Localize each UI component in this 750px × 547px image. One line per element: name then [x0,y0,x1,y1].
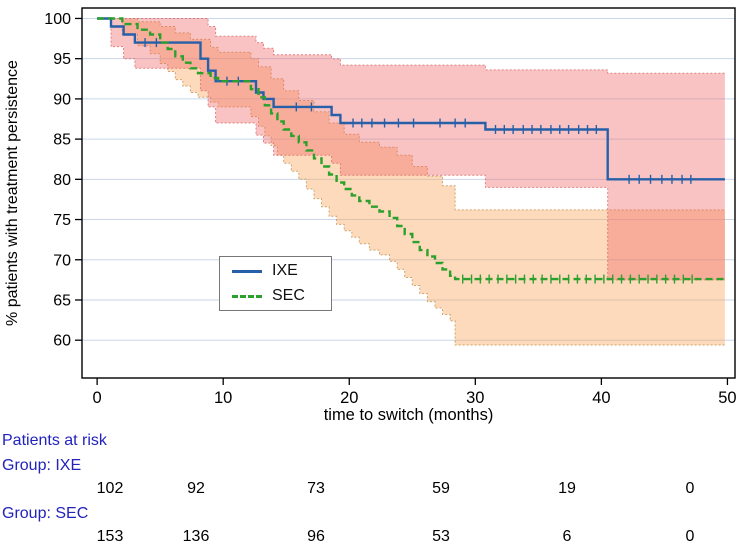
y-tick-label: 75 [53,212,71,229]
at-risk-count: 19 [558,480,576,497]
y-tick-label: 65 [53,292,71,309]
at-risk-count: 59 [432,480,450,497]
y-tick-label: 90 [53,91,71,108]
plot-frame [81,7,736,379]
at-risk-count: 6 [562,528,572,545]
ixe-line-sample-icon [232,269,262,273]
at-risk-group-sec-label: Group: SEC [2,505,89,522]
at-risk-count: 153 [96,528,124,545]
at-risk-count: 0 [685,480,695,497]
ixe-ci-upper-edge [97,18,725,74]
at-risk-count: 73 [307,480,325,497]
y-tick-label: 85 [53,132,71,149]
at-risk-group-ixe-label: Group: IXE [2,457,82,474]
y-axis-label: % patients with treatment persistence [4,60,21,326]
legend-entry-ixe: IXE [232,262,319,280]
ixe-confidence-band [97,18,725,280]
at-risk-count: 92 [187,480,205,497]
ixe-ci-lower-edge [97,18,725,281]
at-risk-count: 0 [685,528,695,545]
x-tick-label: 50 [718,389,736,407]
at-risk-count: 102 [96,480,124,497]
y-tick-label: 95 [53,51,71,68]
at-risk-count: 96 [307,528,325,545]
legend: IXE SEC [219,256,332,311]
y-tick-label: 70 [53,252,71,269]
x-tick-label: 40 [592,389,610,407]
at-risk-title: Patients at risk [2,432,107,449]
sec-confidence-band [97,18,725,345]
sec-ci-lower-edge [97,18,725,346]
x-tick-label: 20 [340,389,358,407]
chart-canvas: 60 65 70 75 80 85 90 95 100 0 10 20 30 40 50 [44,7,737,407]
legend-entry-sec: SEC [232,287,319,305]
legend-label-sec: SEC [272,287,305,304]
legend-label-ixe: IXE [272,262,298,279]
sec-line-sample-icon [232,294,262,298]
x-tick-label: 30 [466,389,484,407]
y-tick-label: 100 [44,11,71,28]
at-risk-count: 53 [432,528,450,545]
at-risk-count: 136 [182,528,210,545]
y-tick-label: 60 [53,333,71,350]
y-tick-label: 80 [53,172,71,189]
x-tick-label: 0 [93,389,102,407]
sec-ci-upper-edge [97,18,725,211]
x-tick-label: 10 [214,389,232,407]
x-axis-label: time to switch (months) [323,406,494,424]
sec-survival-curve [97,17,725,281]
